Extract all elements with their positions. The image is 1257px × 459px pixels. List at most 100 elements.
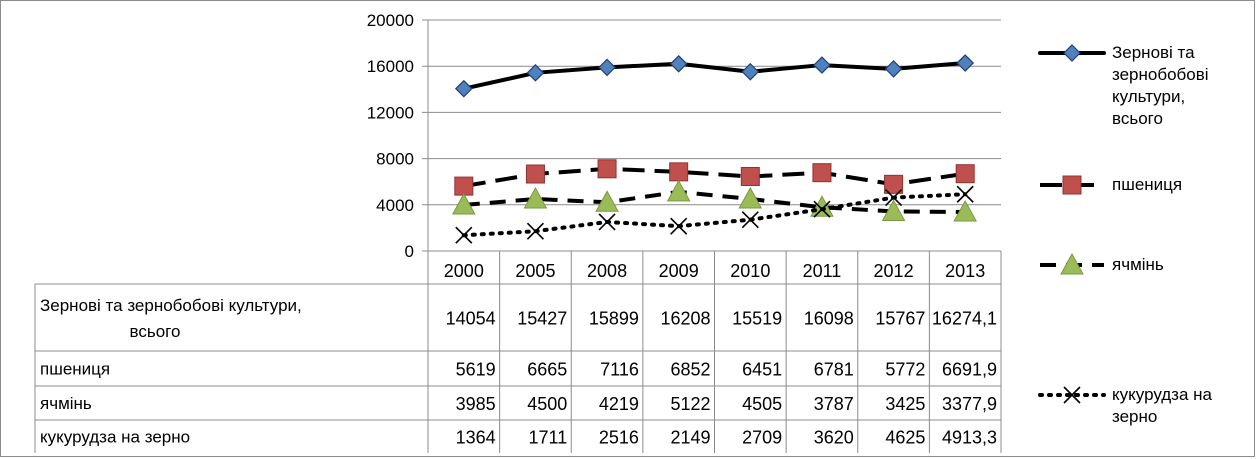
data-point bbox=[884, 60, 903, 78]
legend-label: Зернові та bbox=[1112, 43, 1195, 62]
data-point bbox=[738, 186, 763, 209]
data-point bbox=[953, 199, 978, 222]
table-cell-value: 3620 bbox=[814, 428, 854, 448]
x-tick-label: 2005 bbox=[515, 261, 555, 281]
table-cell-value: 5122 bbox=[670, 394, 710, 414]
legend-label: кукурудза на bbox=[1112, 385, 1212, 404]
legend-marker bbox=[1063, 44, 1081, 62]
table-cell-value: 4505 bbox=[742, 394, 782, 414]
x-tick-label: 2008 bbox=[587, 261, 627, 281]
legend-marker bbox=[1063, 386, 1081, 404]
series-4 bbox=[455, 185, 974, 244]
data-point bbox=[956, 54, 975, 72]
table-cell-value: 3985 bbox=[456, 394, 496, 414]
data-point bbox=[670, 217, 688, 235]
data-point bbox=[595, 190, 619, 212]
series-1 bbox=[454, 54, 975, 98]
data-point bbox=[525, 164, 545, 184]
table-cell-value: 15767 bbox=[875, 309, 925, 329]
table-cell-value: 3425 bbox=[885, 394, 925, 414]
series-line bbox=[463, 166, 966, 189]
y-tick-label: 16000 bbox=[367, 57, 414, 76]
data-point bbox=[598, 58, 616, 77]
table-cell-value: 2709 bbox=[742, 428, 782, 448]
data-point bbox=[669, 54, 688, 73]
data-point bbox=[526, 222, 545, 240]
x-tick-label: 2009 bbox=[659, 261, 699, 281]
data-point bbox=[455, 226, 473, 244]
table-cell-value: 15427 bbox=[517, 309, 567, 329]
data-point bbox=[813, 200, 831, 218]
data-point bbox=[812, 163, 832, 183]
series-2 bbox=[454, 159, 975, 196]
table-cell-value: 15899 bbox=[589, 309, 639, 329]
x-tick-label: 2013 bbox=[945, 261, 985, 281]
x-tick-label: 2010 bbox=[730, 261, 770, 281]
data-point bbox=[666, 179, 691, 202]
x-tick-label: 2011 bbox=[803, 261, 842, 281]
data-point bbox=[526, 63, 545, 82]
legend-entry-4 bbox=[1038, 386, 1106, 404]
legend-entry-1 bbox=[1038, 44, 1106, 62]
table-cell-value: 14054 bbox=[446, 309, 496, 329]
table-cell-value: 3377,9 bbox=[942, 394, 997, 414]
y-tick-label: 4000 bbox=[376, 196, 414, 215]
data-point bbox=[451, 192, 476, 215]
data-point bbox=[884, 189, 903, 207]
data-point bbox=[740, 166, 760, 186]
series-line bbox=[461, 61, 968, 91]
table-cell-value: 16208 bbox=[660, 309, 710, 329]
table-cell-value: 5619 bbox=[456, 360, 496, 380]
table-cell-value: 7116 bbox=[600, 360, 639, 380]
data-point bbox=[741, 62, 760, 81]
table-cell-value: 5772 bbox=[885, 360, 925, 380]
data-point bbox=[597, 159, 617, 179]
y-tick-label: 0 bbox=[405, 242, 414, 261]
data-point bbox=[454, 176, 474, 196]
series-line bbox=[461, 192, 968, 238]
legend-marker bbox=[1062, 175, 1082, 195]
y-tick-label: 12000 bbox=[367, 103, 414, 122]
table-cell-value: 4625 bbox=[885, 428, 925, 448]
data-point bbox=[454, 79, 473, 98]
legend-label: пшениця bbox=[1112, 175, 1183, 194]
table-cell-value: 6781 bbox=[814, 360, 854, 380]
table-cell-value: 4219 bbox=[599, 394, 639, 414]
x-tick-label: 2000 bbox=[444, 261, 484, 281]
data-point bbox=[741, 211, 759, 229]
table-cell-value: 6852 bbox=[670, 360, 710, 380]
table-row-label: Зернові та зернобобові культури, bbox=[40, 296, 302, 315]
data-point bbox=[884, 174, 904, 194]
y-tick-label: 8000 bbox=[376, 150, 414, 169]
table-cell-value: 16098 bbox=[804, 309, 854, 329]
table-cell-value: 6665 bbox=[527, 360, 567, 380]
legend-label: ячмінь bbox=[1112, 255, 1164, 274]
legend-entry-3 bbox=[1040, 252, 1104, 275]
data-point bbox=[955, 164, 975, 184]
table-cell-value: 3787 bbox=[814, 394, 854, 414]
legend-label: культури, bbox=[1112, 87, 1186, 106]
legend-entry-2 bbox=[1040, 175, 1104, 195]
table-cell-value: 6451 bbox=[742, 360, 782, 380]
table-row-label: кукурудза на зерно bbox=[40, 428, 190, 447]
data-point bbox=[881, 199, 906, 221]
table-cell-value: 2516 bbox=[599, 428, 639, 448]
table-row-label: ячмінь bbox=[40, 394, 92, 413]
data-point bbox=[956, 185, 974, 203]
table-row-label: пшениця bbox=[40, 360, 110, 379]
table-cell-value: 6691,9 bbox=[942, 360, 997, 380]
data-point bbox=[813, 56, 831, 74]
table-cell-value: 4913,3 bbox=[942, 428, 997, 448]
y-tick-label: 20000 bbox=[367, 11, 414, 30]
table-row-label: всього bbox=[130, 322, 181, 341]
table-cell-value: 16274,1 bbox=[932, 309, 997, 329]
data-point bbox=[598, 213, 616, 231]
table-cell-value: 4500 bbox=[527, 394, 567, 414]
data-point bbox=[523, 186, 548, 209]
legend-marker bbox=[1060, 252, 1084, 275]
legend-label: зерно bbox=[1112, 407, 1158, 426]
data-point bbox=[669, 162, 689, 182]
legend-label: зернобобові bbox=[1112, 65, 1209, 84]
